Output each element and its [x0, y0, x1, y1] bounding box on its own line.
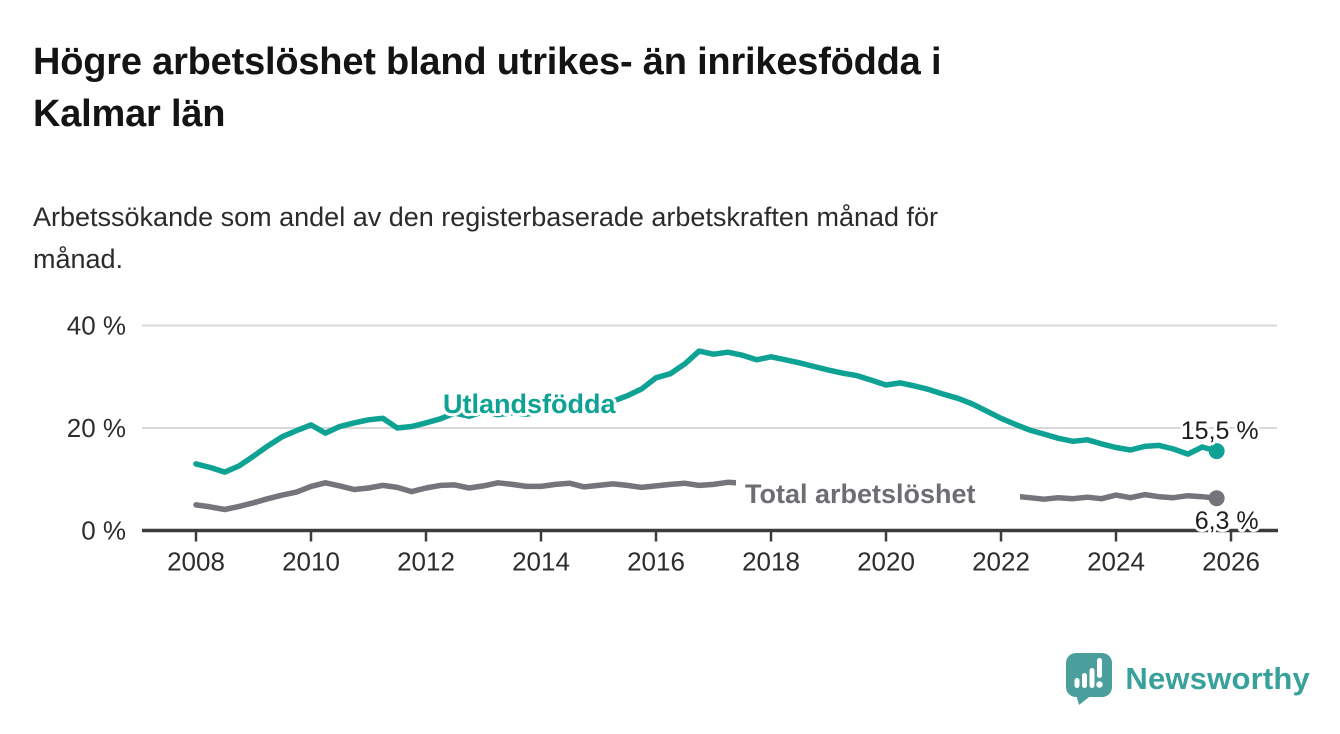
series-label-background: [736, 475, 1020, 509]
end-value-label-utlandsfodda: 15,5 %: [1181, 417, 1259, 445]
series-label-total-arbetsloshet: Total arbetslöshet: [745, 479, 976, 509]
newsworthy-logo: Newsworthy: [1065, 652, 1310, 706]
y-tick-label: 0 %: [81, 516, 126, 546]
line-chart-canvas: 0 % 20 % 40 % 2008 2010 2012 2014 2016 2018 2020…: [67, 311, 1278, 577]
series-line-total-arbetsloshet: [193, 478, 1220, 513]
end-value-label-total: 6,3 %: [1195, 507, 1259, 535]
chart-subtitle: Arbetssökande som andel av den registerb…: [33, 202, 939, 274]
x-tick-label: 2024: [1087, 547, 1145, 577]
series-label-utlandsfodda: Utlandsfödda: [443, 389, 616, 419]
chart-title: Högre arbetslöshet bland utrikes- än inr…: [33, 41, 942, 136]
y-axis-labels: 0 % 20 % 40 %: [67, 311, 126, 546]
x-tick-label: 2018: [742, 547, 800, 577]
y-tick-label: 20 %: [67, 413, 126, 443]
x-tick-label: 2016: [627, 547, 685, 577]
x-tick-label: 2008: [167, 547, 225, 577]
x-tick-label: 2022: [972, 547, 1030, 577]
series-line-utlandsfodda: [193, 348, 1220, 475]
series-endpoint-dot-total: [1208, 490, 1225, 507]
x-tick-label: 2010: [282, 547, 340, 577]
y-tick-label: 40 %: [67, 311, 126, 341]
newsworthy-wordmark: Newsworthy: [1125, 661, 1310, 696]
series-lines: [193, 348, 1220, 513]
x-axis: 2008 2010 2012 2014 2016 2018 2020 2022 2024 2026: [167, 530, 1260, 577]
x-tick-label: 2014: [512, 547, 570, 577]
line-chart: 0 % 20 % 40 % 2008 2010 2012 2014 2016 2018 2020…: [0, 295, 1340, 615]
x-tick-label: 2026: [1202, 547, 1260, 577]
x-tick-label: 2012: [397, 547, 455, 577]
bar-chart-speech-bubble-icon: [1066, 653, 1113, 705]
x-tick-label: 2020: [857, 547, 915, 577]
series-endpoint-dot-utlandsfodda: [1208, 443, 1225, 460]
